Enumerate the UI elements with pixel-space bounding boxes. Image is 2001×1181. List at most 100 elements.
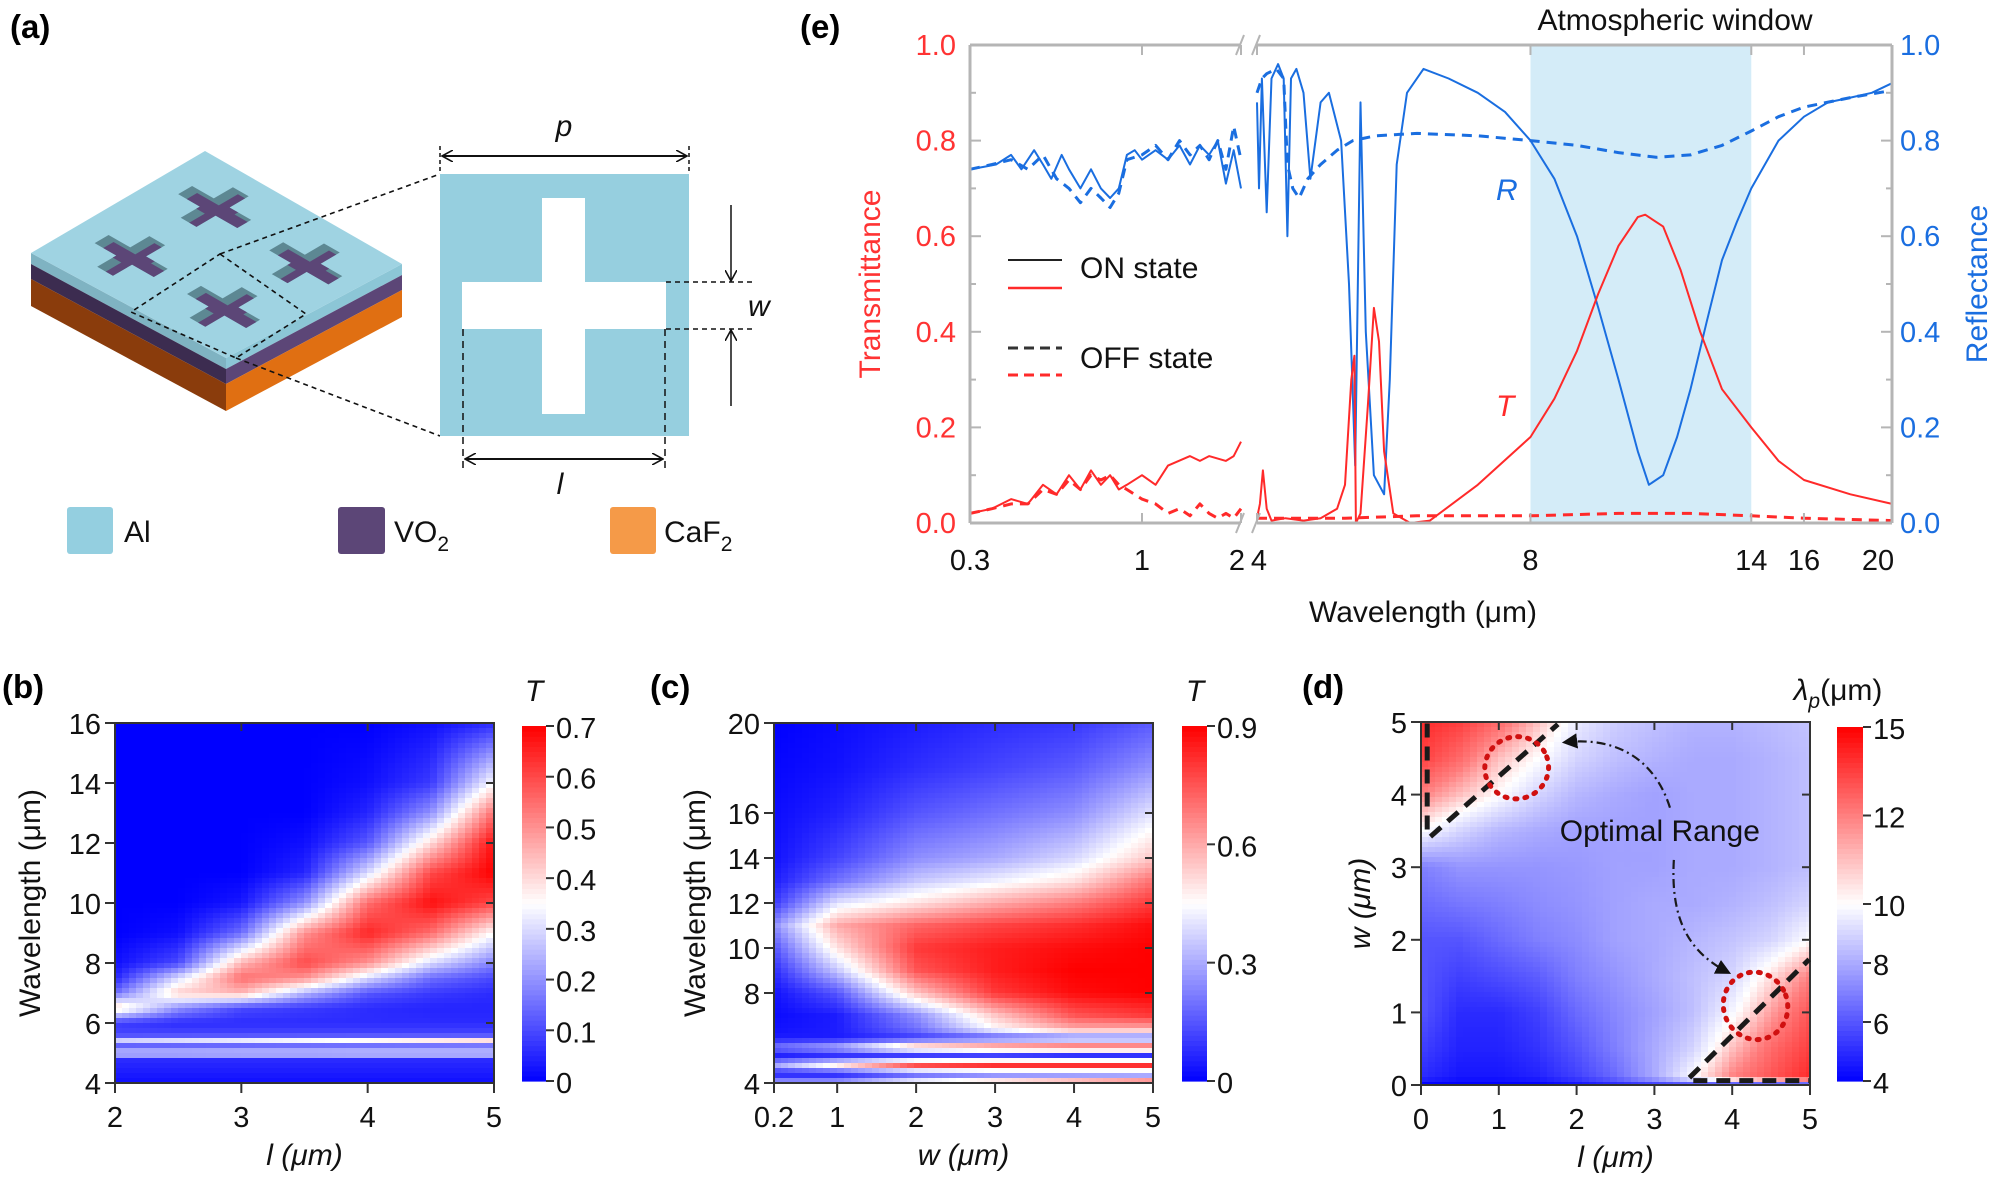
heatmap-cell [136,948,144,954]
heatmap-cell [409,908,417,914]
heatmap-cell [276,768,284,774]
heatmap-cell [213,1023,221,1029]
heatmap-cell [900,768,908,774]
heatmap-cell [318,918,326,924]
heatmap-cell [339,1058,347,1064]
heatmap-cell [1089,768,1097,774]
heatmap-cell [304,993,312,999]
heatmap-cell [437,888,445,894]
heatmap-cell [851,733,859,739]
heatmap-cell [1131,748,1139,754]
heatmap-cell [1075,763,1083,769]
heatmap-cell [234,818,242,824]
heatmap-cell [325,923,333,929]
heatmap-cell [164,823,172,829]
heatmap-cell [1145,773,1153,779]
heatmap-cell [409,918,417,924]
heatmap-cell [402,948,410,954]
heatmap-cell [486,858,494,864]
heatmap-cell [234,1028,242,1034]
heatmap-cell [157,728,165,734]
heatmap-cell [276,723,284,729]
heatmap-cell [122,913,130,919]
heatmap-cell [157,1063,165,1069]
heatmap-cell [255,833,263,839]
heatmap-cell [1145,768,1153,774]
heatmap-cell [227,1073,235,1079]
heatmap-cell [1075,733,1083,739]
heatmap-cell [1040,758,1048,764]
heatmap-cell [486,978,494,984]
heatmap-cell [1103,748,1111,754]
heatmap-cell [423,903,431,909]
heatmap-cell [886,723,894,729]
heatmap-cell [437,973,445,979]
heatmap-cell [255,868,263,874]
panel-label-a: (a) [10,8,50,45]
heatmap-cell [255,988,263,994]
heatmap-cell [409,753,417,759]
heatmap-cell [143,988,151,994]
heatmap-cell [122,948,130,954]
heatmap-cell [122,798,130,804]
heatmap-cell [1138,758,1146,764]
heatmap-cell [192,963,200,969]
heatmap-cell [1082,723,1090,729]
heatmap-cell [332,878,340,884]
heatmap-cell [409,938,417,944]
atmospheric-window-band [1530,45,1752,523]
heatmap-cell [465,953,473,959]
heatmap-cell [185,1058,193,1064]
heatmap-cell [1019,743,1027,749]
heatmap-cell [255,888,263,894]
heatmap-cell [283,908,291,914]
heatmap-cell [269,893,277,899]
heatmap-cell [234,928,242,934]
heatmap-cell [150,823,158,829]
heatmap-cell [297,743,305,749]
heatmap-cell [248,988,256,994]
heatmap-cell [227,1028,235,1034]
heatmap-cell [1117,773,1125,779]
heatmap-cell [122,903,130,909]
heatmap-cell [227,948,235,954]
heatmap-cell [115,953,123,959]
heatmap-cell [388,993,396,999]
heatmap-cell [304,913,312,919]
heatmap-cell [213,793,221,799]
heatmap-cell [437,793,445,799]
heatmap-cell [367,798,375,804]
heatmap-cell [395,883,403,889]
colorbar-band [522,1004,546,1011]
heatmap-cell [248,883,256,889]
heatmap-cell [276,783,284,789]
heatmap-cell [402,778,410,784]
heatmap-cell [220,743,228,749]
heatmap-cell [318,883,326,889]
heatmap-cell [220,838,228,844]
heatmap-cell [227,898,235,904]
heatmap-cell [115,813,123,819]
heatmap-cell [115,748,123,754]
heatmap-cell [241,898,249,904]
heatmap-cell [311,823,319,829]
heatmap-cell [304,738,312,744]
y-tick-label-right: 0.6 [1900,221,1940,253]
heatmap-cell [332,1043,340,1049]
heatmap-cell [129,993,137,999]
heatmap-cell [262,743,270,749]
heatmap-cell [381,963,389,969]
heatmap-cell [458,793,466,799]
heatmap-cell [472,773,480,779]
heatmap-cell [963,743,971,749]
heatmap-cell [451,868,459,874]
heatmap-cell [465,833,473,839]
heatmap-cell [171,773,179,779]
heatmap-cell [1005,743,1013,749]
heatmap-cell [353,723,361,729]
heatmap-cell [136,763,144,769]
heatmap-cell [115,893,123,899]
colorbar-band [522,918,546,925]
heatmap-cell [388,943,396,949]
heatmap-cell [332,743,340,749]
